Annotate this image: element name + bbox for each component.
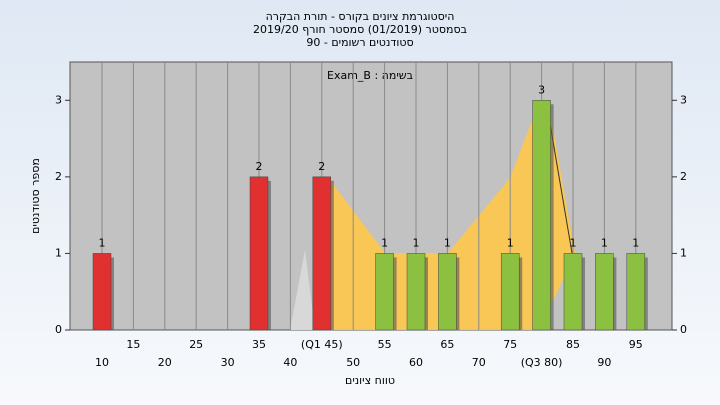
bar xyxy=(626,253,646,331)
bar xyxy=(532,100,551,331)
x-tick-label: 25 xyxy=(189,338,203,351)
x-tick-label: 90 xyxy=(597,356,611,369)
x-tick-label: 70 xyxy=(472,356,486,369)
bar xyxy=(375,253,394,331)
value-label: 1 xyxy=(632,236,639,249)
value-label: 1 xyxy=(413,236,420,249)
bar xyxy=(92,253,112,331)
bar xyxy=(406,253,426,331)
x-tick-label: 30 xyxy=(221,356,235,369)
value-label: 3 xyxy=(538,83,545,96)
x-tick-label: 10 xyxy=(95,356,109,369)
x-tick-label: (Q3 80) xyxy=(521,356,563,369)
x-tick-label: 95 xyxy=(629,338,643,351)
y-tick-label: 1 xyxy=(680,246,687,259)
y-tick-label: 2 xyxy=(680,170,687,183)
y-tick-label: 3 xyxy=(55,93,62,106)
bar xyxy=(563,253,583,331)
title-line: היסטוגרמת ציונים בקורס - תורת הבקרה xyxy=(266,10,455,23)
x-tick-label: 50 xyxy=(346,356,360,369)
x-tick-label: 40 xyxy=(283,356,297,369)
value-label: 1 xyxy=(99,236,106,249)
value-label: 2 xyxy=(318,160,325,173)
x-tick-label: 55 xyxy=(378,338,392,351)
y-tick-label: 2 xyxy=(55,170,62,183)
annotation: בשימה : Exam_B xyxy=(327,69,413,82)
value-label: 1 xyxy=(444,236,451,249)
x-tick-label: 35 xyxy=(252,338,266,351)
value-label: 2 xyxy=(256,160,263,173)
x-tick-label: 65 xyxy=(440,338,454,351)
bar xyxy=(249,176,269,331)
bar xyxy=(595,253,614,331)
bar xyxy=(500,253,520,331)
value-label: 1 xyxy=(381,236,388,249)
x-axis-label: טווח ציונים xyxy=(345,374,395,387)
y-axis-label: מספר סטודנטים xyxy=(29,158,42,234)
x-tick-label: 75 xyxy=(503,338,517,351)
y-tick-label: 1 xyxy=(55,246,62,259)
x-tick-label: 15 xyxy=(126,338,140,351)
shade xyxy=(290,250,315,330)
value-label: 1 xyxy=(570,236,577,249)
x-tick-label: 60 xyxy=(409,356,423,369)
y-tick-label: 3 xyxy=(680,93,687,106)
bar xyxy=(312,176,332,331)
y-tick-label: 0 xyxy=(680,323,687,336)
value-label: 1 xyxy=(507,236,514,249)
x-tick-label: (Q1 45) xyxy=(301,338,343,351)
title-line: סטודנטים רשומים - 90 xyxy=(306,36,413,49)
title-line: בסמסטר (01/2019) סמסטר חורף 2019/20 xyxy=(253,23,467,36)
y-tick-label: 0 xyxy=(55,323,62,336)
x-tick-label: 85 xyxy=(566,338,580,351)
bar xyxy=(438,253,457,331)
x-tick-label: 20 xyxy=(158,356,172,369)
value-label: 1 xyxy=(601,236,608,249)
